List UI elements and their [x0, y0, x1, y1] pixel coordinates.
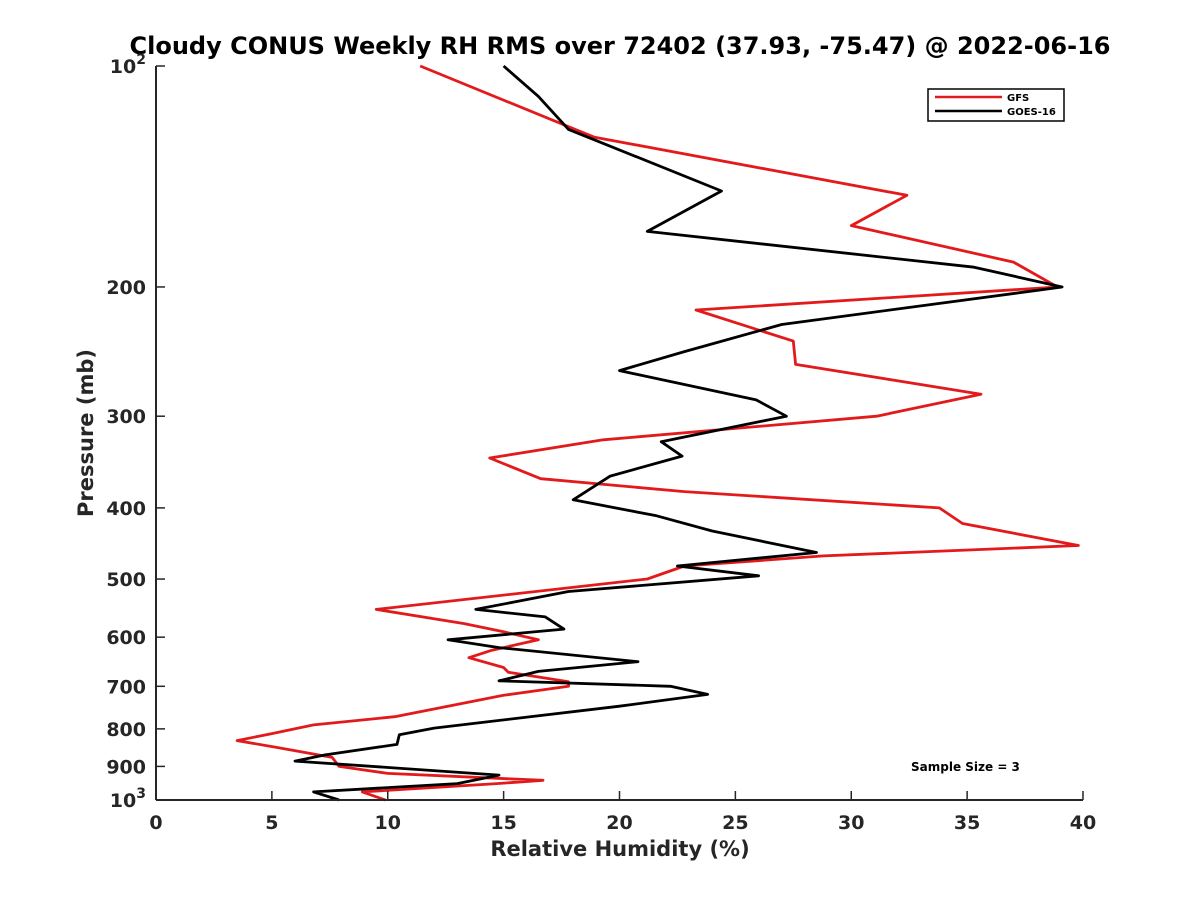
series-line-goes-16 — [293, 64, 1064, 802]
x-tick-label: 40 — [1070, 812, 1096, 834]
y-tick-label: 102 — [110, 52, 146, 78]
y-tick-label: 300 — [106, 406, 146, 428]
sample-size-annotation: Sample Size = 3 — [911, 760, 1020, 774]
y-tick-label: 400 — [106, 498, 146, 520]
plot-lines — [235, 64, 1080, 802]
x-tick-label: 20 — [606, 812, 632, 834]
y-tick-label: 500 — [106, 569, 146, 591]
x-tick-label: 35 — [954, 812, 980, 834]
series-line-gfs — [235, 64, 1080, 802]
y-tick-label: 700 — [106, 676, 146, 698]
x-tick-label: 30 — [838, 812, 864, 834]
y-ticks: 102 200 300 400 500 600 700 800 900 103 — [106, 52, 165, 812]
y-tick-label: 900 — [106, 756, 146, 778]
y-tick-label: 103 — [110, 786, 146, 812]
x-tick-label: 5 — [265, 812, 278, 834]
x-tick-label: 10 — [375, 812, 401, 834]
y-tick-label: 800 — [106, 719, 146, 741]
x-axis-label: Relative Humidity (%) — [490, 837, 749, 861]
legend-box — [927, 88, 1065, 122]
legend: GFS GOES-16 — [927, 88, 1065, 122]
x-tick-label: 15 — [490, 812, 516, 834]
x-ticks: 0 5 10 15 20 25 30 35 40 — [149, 791, 1096, 834]
x-tick-label: 25 — [722, 812, 748, 834]
y-tick-label: 600 — [106, 627, 146, 649]
legend-label-goes-16: GOES-16 — [1007, 107, 1056, 118]
y-axis-label: Pressure (mb) — [74, 349, 98, 517]
chart-title: Cloudy CONUS Weekly RH RMS over 72402 (3… — [130, 32, 1111, 60]
y-tick-label: 200 — [106, 277, 146, 299]
legend-label-gfs: GFS — [1007, 93, 1029, 104]
x-tick-label: 0 — [149, 812, 162, 834]
